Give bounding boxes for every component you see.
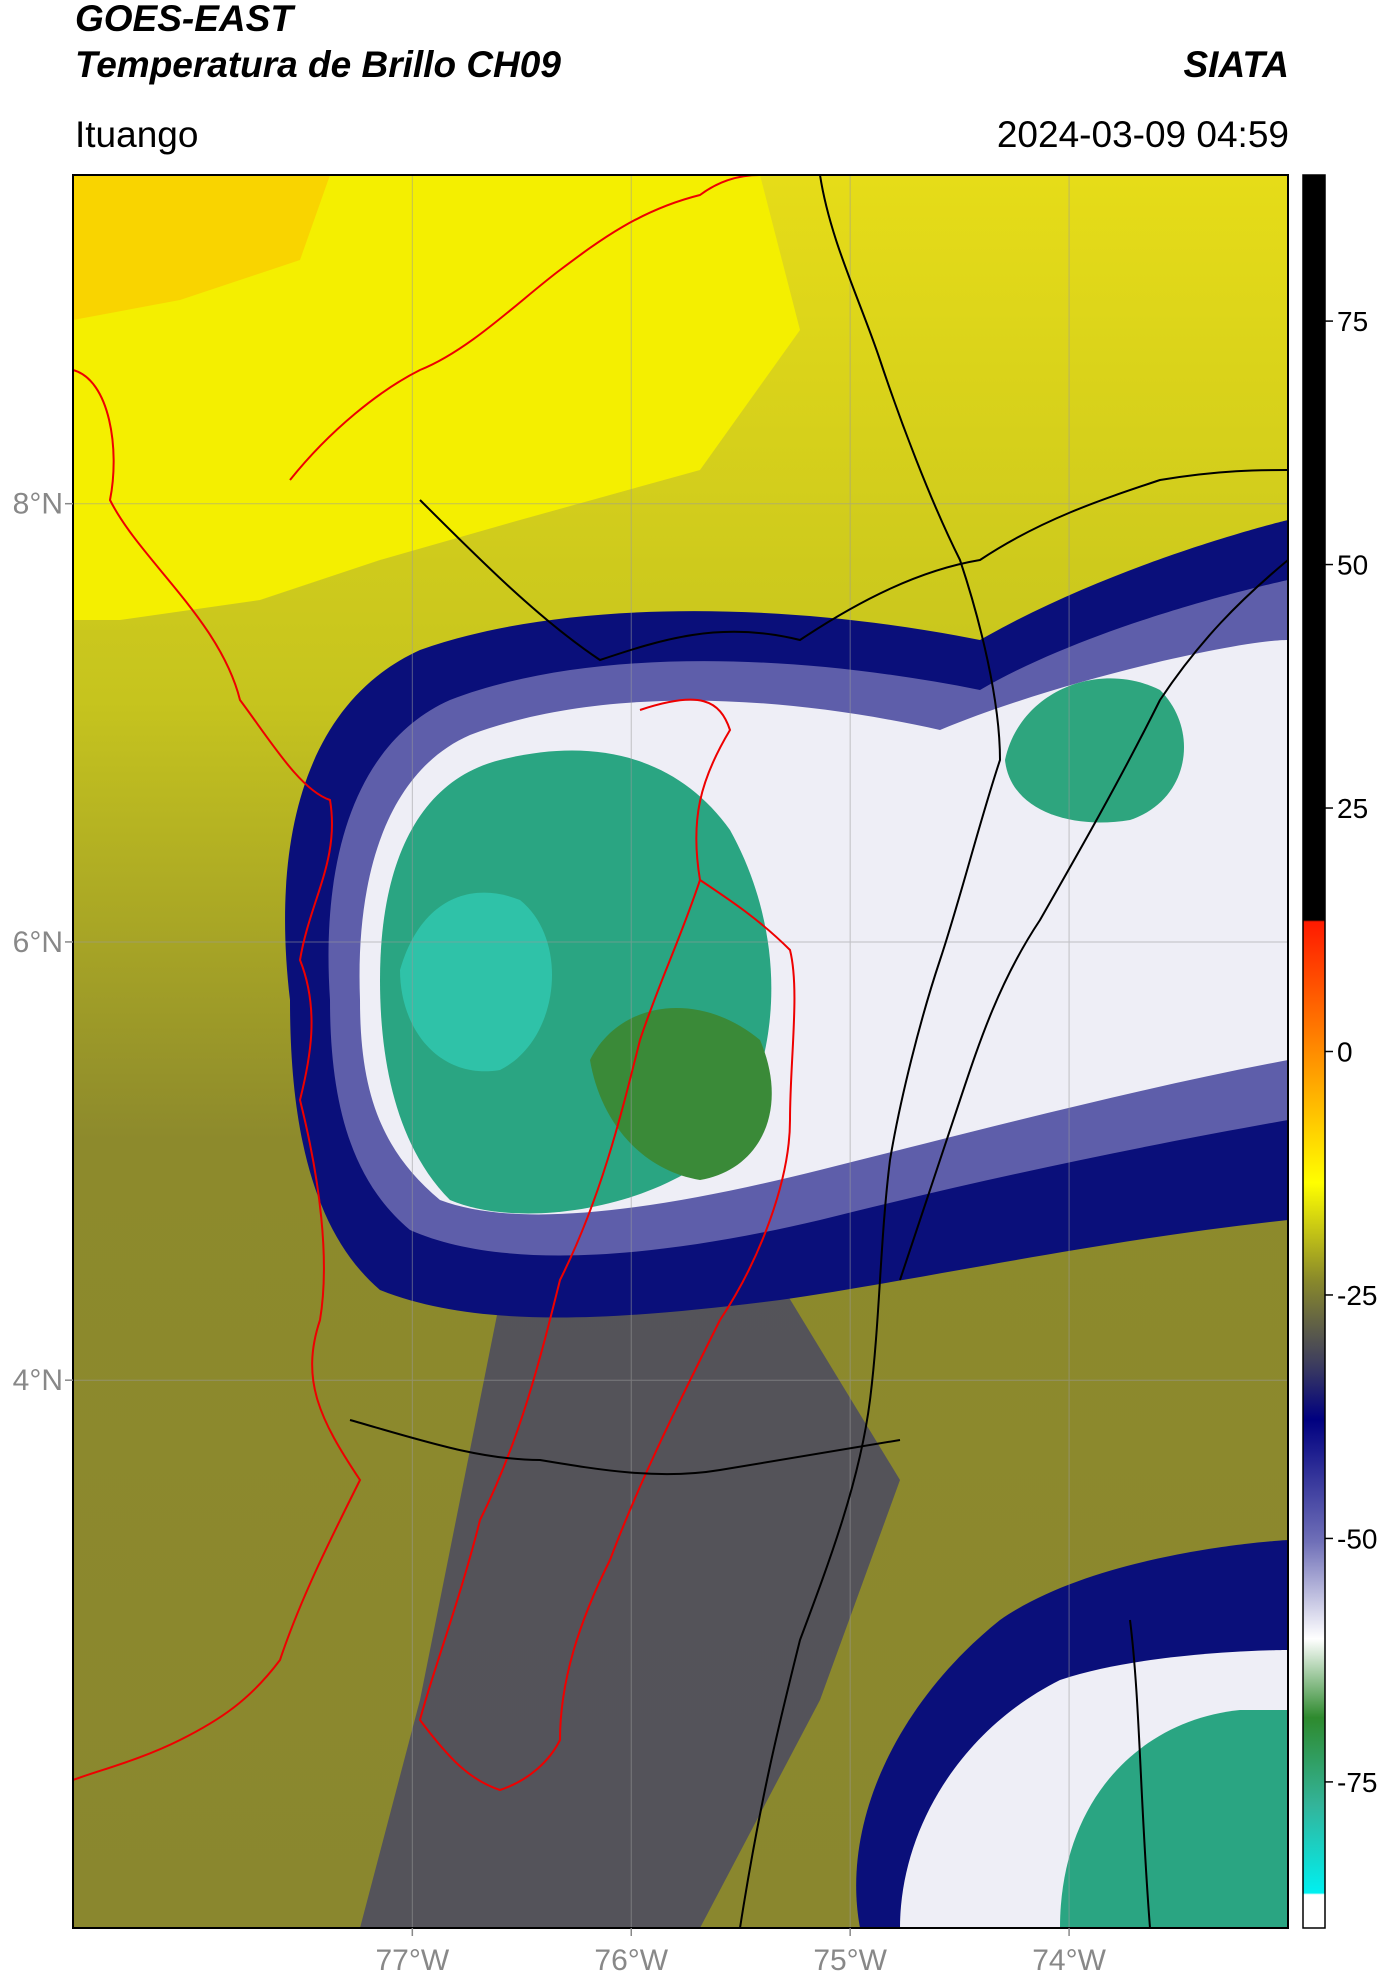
lat-tick-label: 4°N bbox=[13, 1364, 63, 1397]
region-label: Ituango bbox=[75, 114, 199, 155]
colorbar-ticks: 75 50 25 0 -25 -50 -75 bbox=[1325, 306, 1377, 1798]
map-panel bbox=[73, 175, 1288, 1928]
lon-tick-label: 74°W bbox=[1032, 1944, 1106, 1977]
colorbar-tick-label: 0 bbox=[1337, 1037, 1353, 1068]
graticule bbox=[73, 175, 1288, 1928]
agency-label: SIATA bbox=[1183, 44, 1289, 85]
green-cell bbox=[590, 1007, 772, 1180]
colorbar-tick-label: 75 bbox=[1337, 306, 1368, 337]
colorbar-tick-label: 50 bbox=[1337, 550, 1368, 581]
warm-area bbox=[73, 175, 800, 620]
longitude-ticks: 77°W 76°W 75°W 74°W bbox=[375, 1928, 1107, 1977]
colorbar-tick-label: -75 bbox=[1337, 1767, 1377, 1798]
lat-tick-label: 6°N bbox=[13, 926, 63, 959]
colorbar-tick-label: -50 bbox=[1337, 1523, 1377, 1554]
lon-tick-label: 77°W bbox=[375, 1944, 449, 1977]
dept-border-south bbox=[349, 1419, 901, 1476]
map-frame bbox=[72, 174, 1289, 1929]
product-title: Temperatura de Brillo CH09 bbox=[75, 44, 561, 85]
antioquia-border bbox=[418, 698, 796, 1792]
latitude-ticks: 8°N 6°N 4°N bbox=[13, 488, 73, 1397]
timestamp-label: 2024-03-09 04:59 bbox=[996, 114, 1289, 155]
colorbar bbox=[1302, 174, 1326, 1929]
dept-border-se bbox=[1129, 1619, 1151, 1928]
ne-cold-cell bbox=[1005, 678, 1184, 823]
dept-border-ne bbox=[899, 559, 1288, 1281]
satellite-title: GOES-EAST bbox=[75, 0, 293, 39]
cold-core-center bbox=[400, 892, 553, 1072]
dept-border-north bbox=[419, 469, 1288, 662]
colorbar-tick-label: 25 bbox=[1337, 793, 1368, 824]
coastline bbox=[73, 369, 362, 1781]
warm-core bbox=[73, 175, 330, 320]
slate-band bbox=[360, 1250, 900, 1928]
dept-border-east bbox=[739, 175, 1002, 1928]
lon-tick-label: 75°W bbox=[813, 1944, 887, 1977]
lat-tick-label: 8°N bbox=[13, 488, 63, 521]
se-cold-core bbox=[1060, 1710, 1288, 1928]
north-coast bbox=[289, 175, 761, 481]
colorbar-tick-label: -25 bbox=[1337, 1280, 1377, 1311]
lon-tick-label: 76°W bbox=[594, 1944, 668, 1977]
